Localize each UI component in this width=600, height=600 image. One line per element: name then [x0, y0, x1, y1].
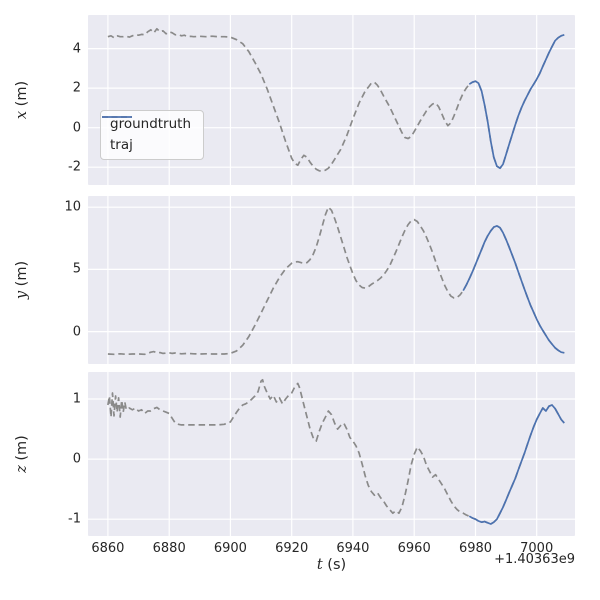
x-tick-label: 6920	[275, 541, 309, 556]
y-tick-label: 1	[72, 391, 81, 407]
series-groundtruth	[107, 27, 565, 173]
series-groundtruth	[107, 378, 565, 525]
y-tick-label: 5	[72, 261, 81, 277]
subplot-z: -1 0 1 6860 6880 6900 6920 6940 6960 6980 7000	[68, 372, 575, 555]
ylabel-y-unit: (m)	[14, 260, 30, 287]
series-traj	[468, 404, 565, 525]
xlabel: t (s)	[88, 557, 575, 573]
legend-entry-traj: traj	[102, 116, 191, 153]
ylabel-x-unit: (m)	[14, 80, 30, 107]
x-tick-label: 6980	[458, 541, 493, 556]
y-tick-label: 0	[72, 451, 81, 467]
x-tick-label: 6880	[152, 541, 186, 556]
legend-label-groundtruth: groundtruth	[110, 116, 192, 132]
series-groundtruth	[107, 206, 565, 356]
y-tick-label: 2	[72, 80, 81, 96]
legend: groundtruth traj	[100, 110, 205, 160]
x-tick-label: 6900	[213, 541, 247, 556]
subplot-x: groundtruth traj -2 0 2 4	[68, 15, 575, 185]
ylabel-x-var: x	[14, 110, 30, 120]
xlabel-unit: (s)	[327, 557, 347, 573]
subplot-y: 0 5 10	[64, 196, 575, 364]
x-tick-label: 6860	[91, 541, 125, 556]
y-tick-label: -1	[68, 511, 81, 527]
y-tick-label: 0	[72, 324, 81, 340]
y-tick-label: 4	[72, 41, 81, 57]
x-axis-offset-text: +1.40363e9	[494, 552, 575, 567]
x-tick-label: 6960	[397, 541, 431, 556]
subplot-y-canvas	[88, 196, 575, 364]
x-tick-label: 6940	[336, 541, 370, 556]
ylabel-z: z (m)	[14, 435, 30, 473]
y-tick-label: 0	[72, 120, 81, 136]
traj-line-sample-icon	[102, 116, 132, 118]
ylabel-x: x (m)	[14, 81, 30, 119]
ylabel-y-var: y	[14, 290, 30, 300]
y-tick-label: -2	[68, 159, 81, 175]
series-traj	[462, 225, 565, 354]
ylabel-z-var: z	[14, 465, 30, 473]
subplot-z-canvas	[88, 372, 575, 536]
ylabel-z-unit: (m)	[14, 435, 30, 461]
xlabel-var: t	[316, 557, 323, 573]
subplot-x-canvas	[88, 15, 575, 185]
x-tick-label: 7000	[520, 541, 554, 556]
legend-label-traj: traj	[110, 136, 133, 153]
ylabel-y: y (m)	[14, 261, 30, 299]
series-traj	[468, 33, 565, 170]
y-tick-label: 10	[64, 199, 81, 215]
